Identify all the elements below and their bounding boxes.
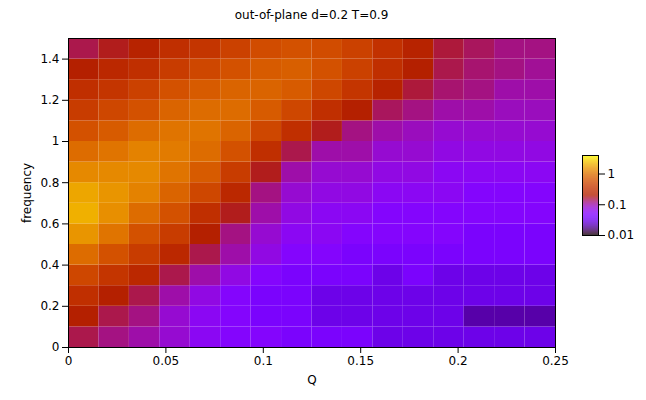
svg-text:0.01: 0.01	[608, 228, 635, 242]
svg-text:frequency: frequency	[20, 163, 34, 223]
svg-text:1.4: 1.4	[40, 52, 59, 66]
html-text:out-of-plane d=0.2 T=0.9: out-of-plane d=0.2 T=0.9	[234, 8, 389, 22]
svg-text:0.15: 0.15	[347, 354, 374, 368]
svg-text:0.4: 0.4	[40, 258, 59, 272]
svg-text:1: 1	[608, 167, 616, 181]
svg-text:0.2: 0.2	[40, 299, 59, 313]
svg-text:0.2: 0.2	[449, 354, 468, 368]
svg-text:0.1: 0.1	[608, 198, 627, 212]
svg-text:Q: Q	[307, 373, 316, 387]
svg-text:0.6: 0.6	[40, 217, 59, 231]
svg-text:1: 1	[52, 134, 60, 148]
svg-text:0.1: 0.1	[254, 354, 273, 368]
svg-text:0.05: 0.05	[153, 354, 180, 368]
svg-text:0: 0	[65, 354, 73, 368]
svg-text:0.25: 0.25	[542, 354, 569, 368]
svg-text:0: 0	[52, 340, 60, 354]
svg-text:0.8: 0.8	[40, 176, 59, 190]
svg-text:1.2: 1.2	[40, 93, 59, 107]
